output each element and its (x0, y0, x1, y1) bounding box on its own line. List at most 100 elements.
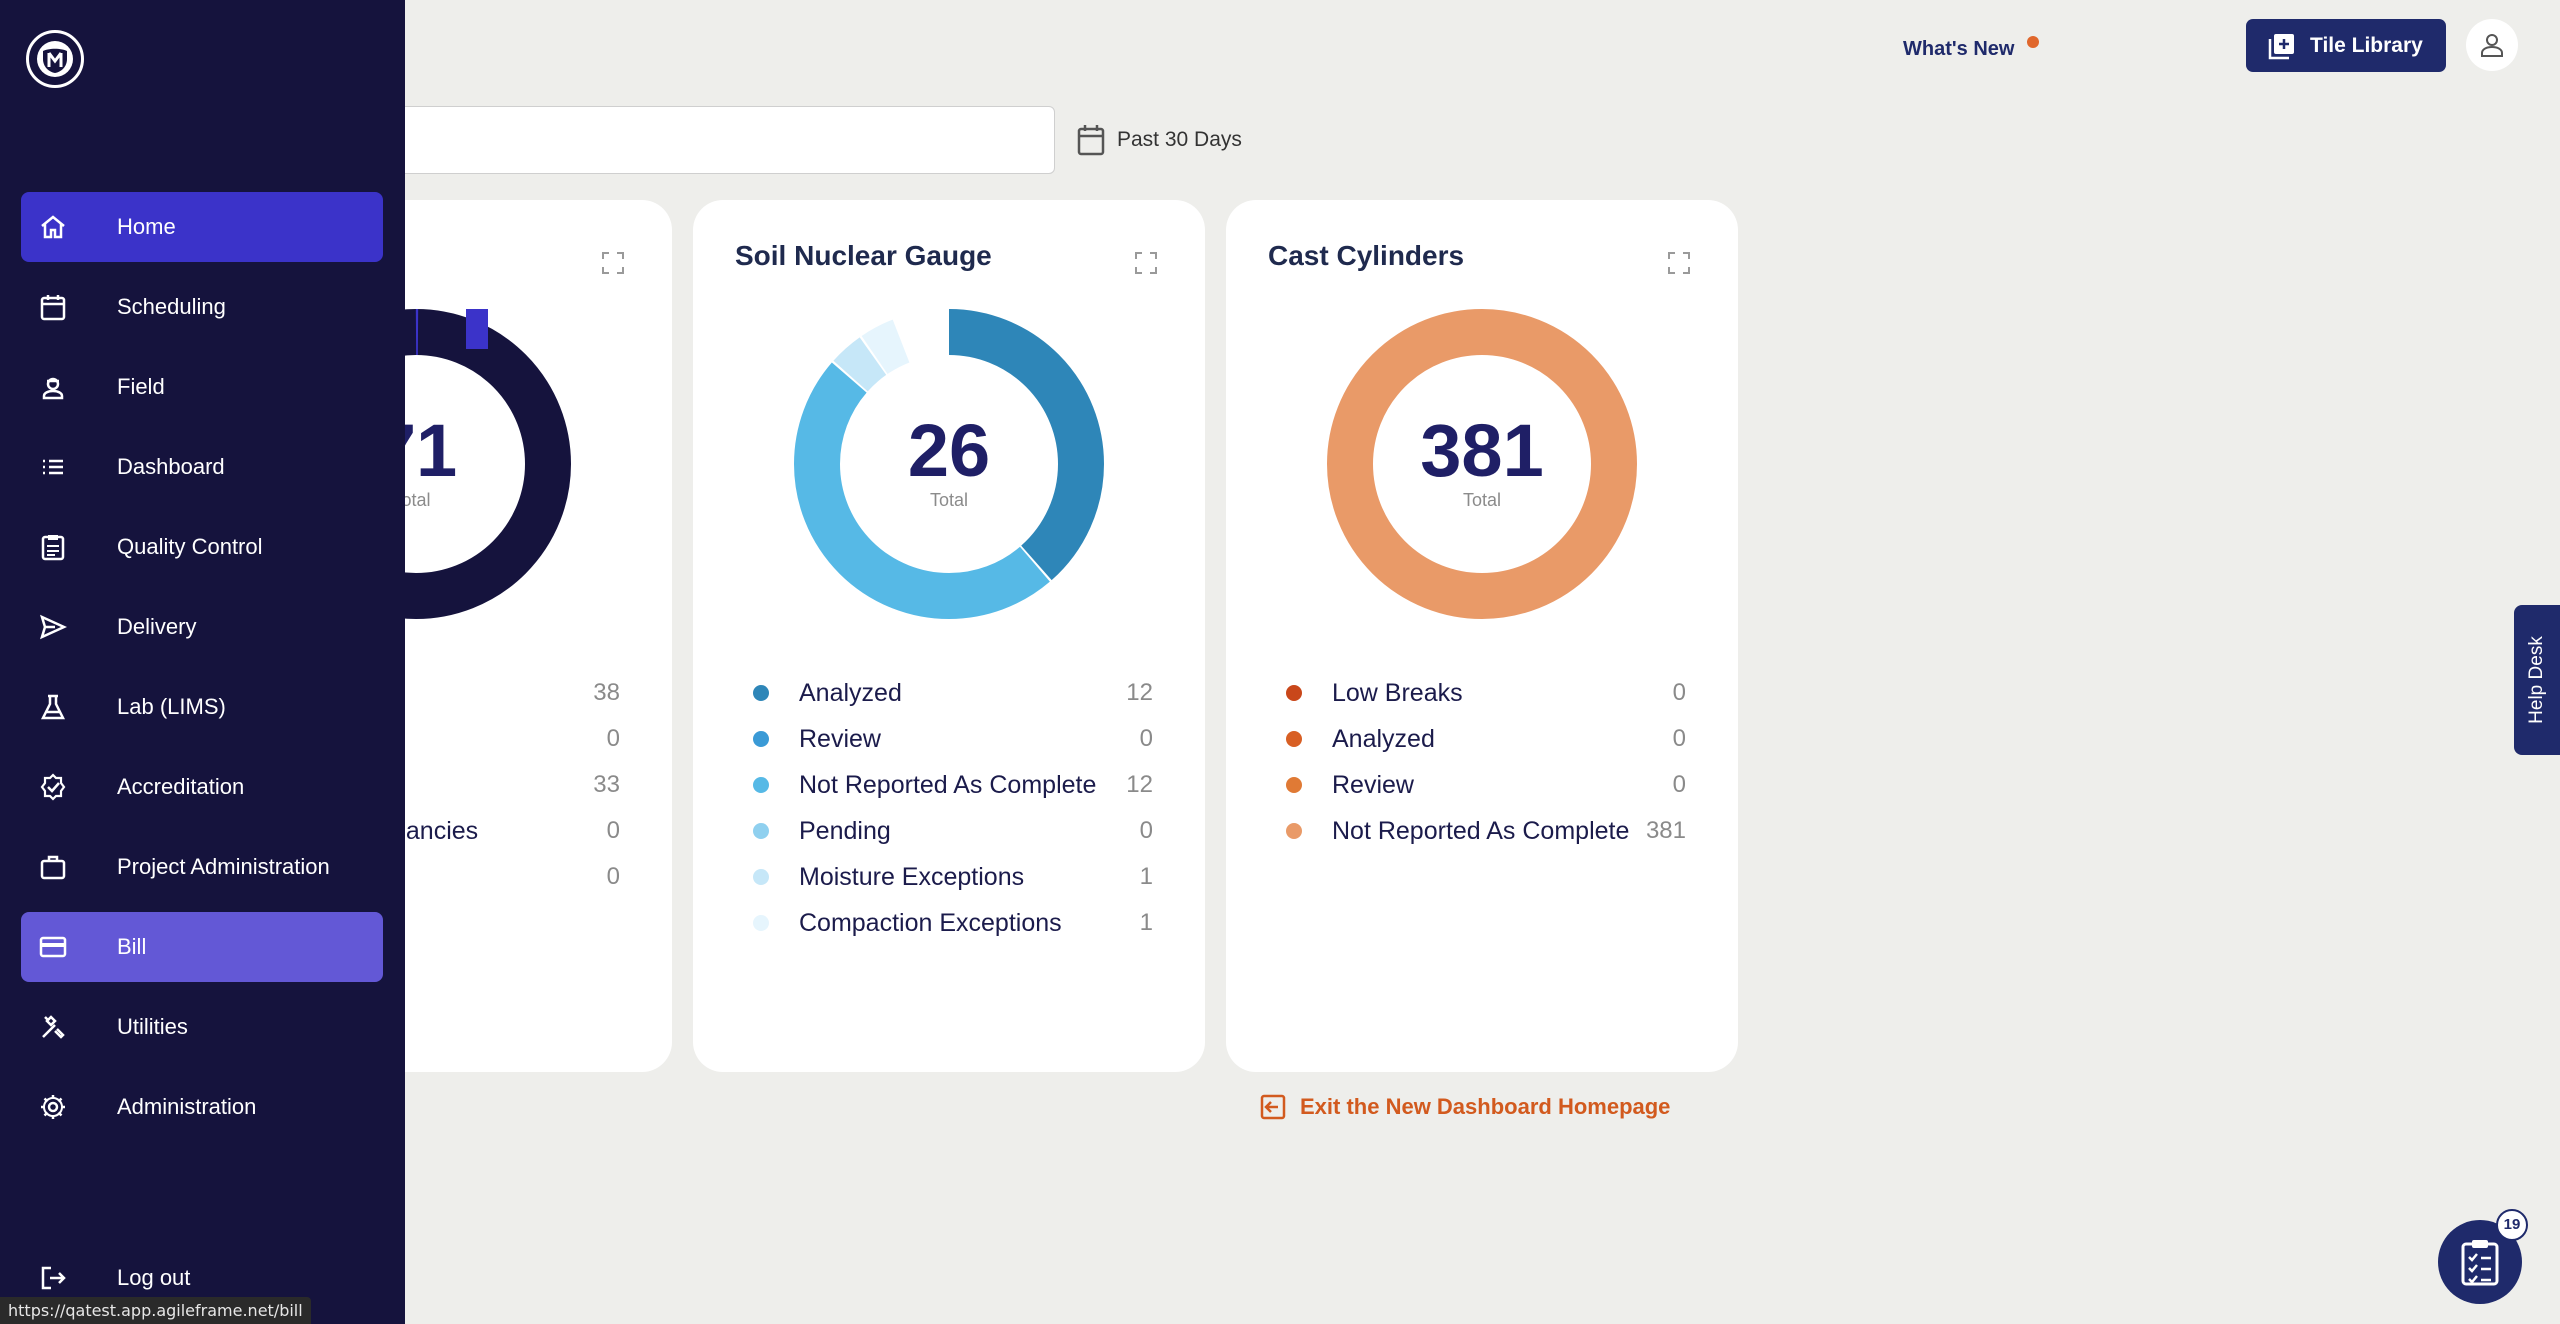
notification-dot (2027, 36, 2039, 48)
legend-value: 381 (1645, 817, 1686, 844)
sidebar-item-scheduling[interactable]: Scheduling (21, 272, 383, 342)
legend-label: Analyzed (1332, 725, 1435, 753)
legend-label: Review (1332, 771, 1414, 799)
legend-row: Not Reported As Complete 12 (693, 762, 1205, 808)
legend-label: Review (799, 725, 881, 753)
total-label: otal (401, 490, 431, 510)
legend-value: 33 (593, 771, 620, 798)
sidebar-item-label: Delivery (117, 614, 197, 639)
legend-dot (1286, 685, 1302, 701)
legend-dot (753, 823, 769, 839)
exit-icon (1260, 1094, 1286, 1120)
whats-new-link[interactable]: What's New (1903, 38, 2015, 60)
total-label: Total (929, 490, 969, 510)
legend-value: 0 (1139, 725, 1153, 752)
logout-button[interactable]: Log out (21, 1243, 383, 1313)
sidebar-item-label: Bill (117, 934, 147, 959)
sidebar-item-delivery[interactable]: Delivery (21, 592, 383, 662)
logout-icon (41, 1266, 66, 1290)
tools-icon (42, 1015, 65, 1039)
legend-label: Moisture Exceptions (799, 863, 1025, 891)
calendar-icon (1077, 125, 1105, 156)
legend-value: 0 (1672, 679, 1686, 706)
sidebar-item-label: Lab (LIMS) (117, 694, 226, 719)
legend-row: pancies 0 (160, 808, 672, 854)
sidebar-item-lab-lims[interactable]: Lab (LIMS) (21, 672, 383, 742)
sidebar-item-label: Utilities (117, 1014, 188, 1039)
legend-row: Not Reported As Complete 381 (1226, 808, 1738, 854)
sidebar-item-label: Administration (117, 1094, 257, 1119)
clipboard-checklist-icon (2461, 1240, 2499, 1286)
legend-row: Moisture Exceptions 1 (693, 854, 1205, 900)
briefcase-icon (40, 855, 66, 880)
legend-row: 0 (160, 854, 672, 900)
soil-nuclear-gauge-tile: Soil Nuclear Gauge 26 Total Analyzed 12 … (693, 200, 1205, 1072)
cast-cylinders-tile: Cast Cylinders 381 Total Low Breaks 0 An… (1226, 200, 1738, 1072)
sidebar: Home Scheduling Field Dashboard Quality … (0, 0, 405, 1324)
sidebar-item-field[interactable]: Field (21, 352, 383, 422)
date-range-filter[interactable]: Past 30 Days (1077, 122, 1242, 158)
checklist-count-badge: 19 (2496, 1209, 2528, 1241)
legend-row: Compaction Exceptions 1 (693, 900, 1205, 946)
legend-dot (753, 869, 769, 885)
exit-dashboard-label: Exit the New Dashboard Homepage (1300, 1094, 1671, 1119)
sidebar-item-administration[interactable]: Administration (21, 1072, 383, 1142)
legend-label: Low Breaks (1332, 679, 1463, 707)
add-tile-icon (2268, 33, 2294, 59)
legend-value: 1 (1139, 909, 1153, 936)
sidebar-item-utilities[interactable]: Utilities (21, 992, 383, 1062)
flask-icon (40, 694, 66, 720)
sidebar-item-project-administration[interactable]: Project Administration (21, 832, 383, 902)
legend-value: 0 (606, 863, 620, 890)
user-menu-button[interactable] (2466, 19, 2518, 71)
badge-check-icon (40, 773, 66, 801)
expand-icon[interactable] (1668, 252, 1690, 274)
legend-row: Analyzed 0 (1226, 716, 1738, 762)
status-bar-url: https://qatest.app.agileframe.net/bill (0, 1297, 311, 1324)
legend-label: Pending (799, 817, 891, 845)
legend-value: 0 (1672, 771, 1686, 798)
legend-dot (1286, 777, 1302, 793)
sidebar-item-home[interactable]: Home (21, 192, 383, 262)
logo-icon (37, 41, 73, 77)
sidebar-item-dashboard[interactable]: Dashboard (21, 432, 383, 502)
legend-row: 0 (160, 716, 672, 762)
sidebar-item-label: Quality Control (117, 534, 263, 559)
sidebar-item-bill[interactable]: Bill (21, 912, 383, 982)
sidebar-item-accreditation[interactable]: Accreditation (21, 752, 383, 822)
sidebar-item-label: Scheduling (117, 294, 226, 319)
legend-label: Compaction Exceptions (799, 909, 1062, 937)
credit-card-icon (39, 936, 67, 958)
logout-label: Log out (117, 1265, 191, 1290)
donut-chart (1327, 309, 1637, 619)
sidebar-item-label: Accreditation (117, 774, 245, 799)
legend-value: 0 (606, 725, 620, 752)
total-count: 381 (1420, 409, 1544, 492)
help-desk-tab[interactable]: Help Desk (2514, 605, 2560, 755)
expand-icon[interactable] (602, 252, 624, 274)
legend-label: Not Reported As Complete (799, 771, 1097, 799)
sidebar-item-label: Dashboard (117, 454, 225, 479)
legend-label: pancies (392, 817, 479, 845)
search-input[interactable] (380, 106, 1055, 174)
legend-dot (753, 915, 769, 931)
list-icon (43, 459, 63, 475)
sidebar-item-label: Home (117, 214, 176, 239)
legend-value: 12 (1126, 771, 1153, 798)
legend-value: 1 (1139, 863, 1153, 890)
legend-dot (753, 777, 769, 793)
donut-chart (794, 309, 1104, 619)
legend-dot (1286, 823, 1302, 839)
help-desk-label: Help Desk (2526, 636, 2547, 724)
sidebar-item-quality-control[interactable]: Quality Control (21, 512, 383, 582)
legend-row: 38 (160, 670, 672, 716)
card-title: Soil Nuclear Gauge (735, 240, 992, 271)
card-title: Cast Cylinders (1268, 240, 1465, 271)
tile-library-button[interactable]: Tile Library (2246, 19, 2446, 72)
app-logo[interactable] (26, 30, 84, 88)
exit-dashboard-link[interactable]: Exit the New Dashboard Homepage (1260, 1094, 1670, 1120)
expand-icon[interactable] (1135, 252, 1157, 274)
user-icon (2481, 34, 2503, 57)
legend-value: 0 (1139, 817, 1153, 844)
send-icon (40, 614, 67, 640)
